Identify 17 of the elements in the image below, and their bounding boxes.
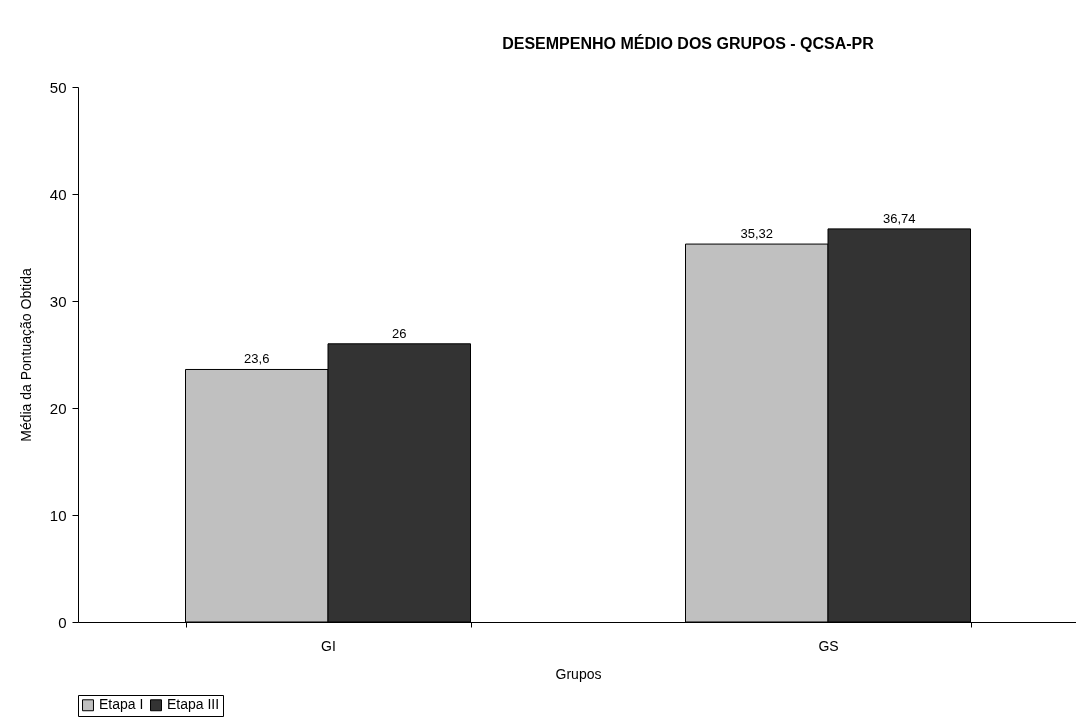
chart-title: DESEMPENHO MÉDIO DOS GRUPOS - QCSA-PR [502, 34, 875, 52]
y-tick-label: 0 [58, 613, 67, 631]
y-tick-label: 10 [49, 506, 67, 524]
data-label: 35,32 [740, 226, 774, 242]
y-axis-title: Média da Pontuação Obtida [17, 268, 34, 442]
y-tick-label: 30 [49, 292, 67, 310]
x-tick-label: GS [818, 637, 839, 654]
data-label: 36,74 [882, 210, 916, 226]
x-tick-label: GI [321, 637, 336, 654]
y-tick-label: 40 [49, 185, 67, 203]
y-tick-label: 50 [49, 78, 67, 96]
data-label: 26 [392, 325, 407, 341]
legend-label: Etapa III [167, 696, 220, 713]
y-tick-label: 20 [49, 399, 67, 417]
data-label: 23,6 [244, 351, 270, 367]
x-axis-title: Grupos [555, 665, 602, 682]
legend-label: Etapa I [99, 696, 144, 713]
